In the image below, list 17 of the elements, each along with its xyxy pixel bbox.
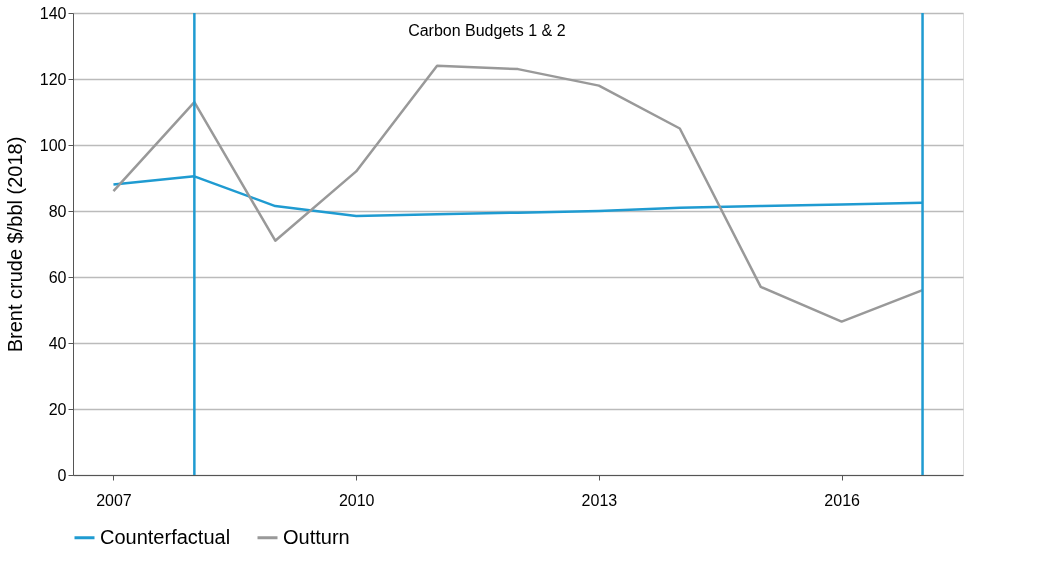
- y-tick-label: 60: [48, 268, 67, 286]
- legend-label: Outturn: [283, 525, 350, 548]
- y-tick-label: 20: [48, 400, 67, 418]
- line-series: [112, 64, 924, 323]
- y-tick-label: 80: [48, 202, 67, 220]
- legend-label: Counterfactual: [100, 525, 231, 548]
- annotation: Carbon Budgets 1 & 2: [408, 22, 566, 39]
- y-tick-label: 40: [48, 334, 67, 352]
- y-tick-label: 0: [57, 466, 67, 484]
- x-tick-label: 2007: [96, 491, 132, 509]
- x-tick-label: 2010: [338, 491, 375, 509]
- x-tick-label: 2016: [824, 491, 861, 509]
- y-axis-title: Brent crude $/bbl (2018): [3, 136, 26, 353]
- y-tick-label: 100: [39, 136, 67, 154]
- y-tick-label: 140: [39, 4, 67, 22]
- x-tick-label: 2013: [581, 491, 618, 509]
- y-tick-label: 120: [39, 70, 67, 88]
